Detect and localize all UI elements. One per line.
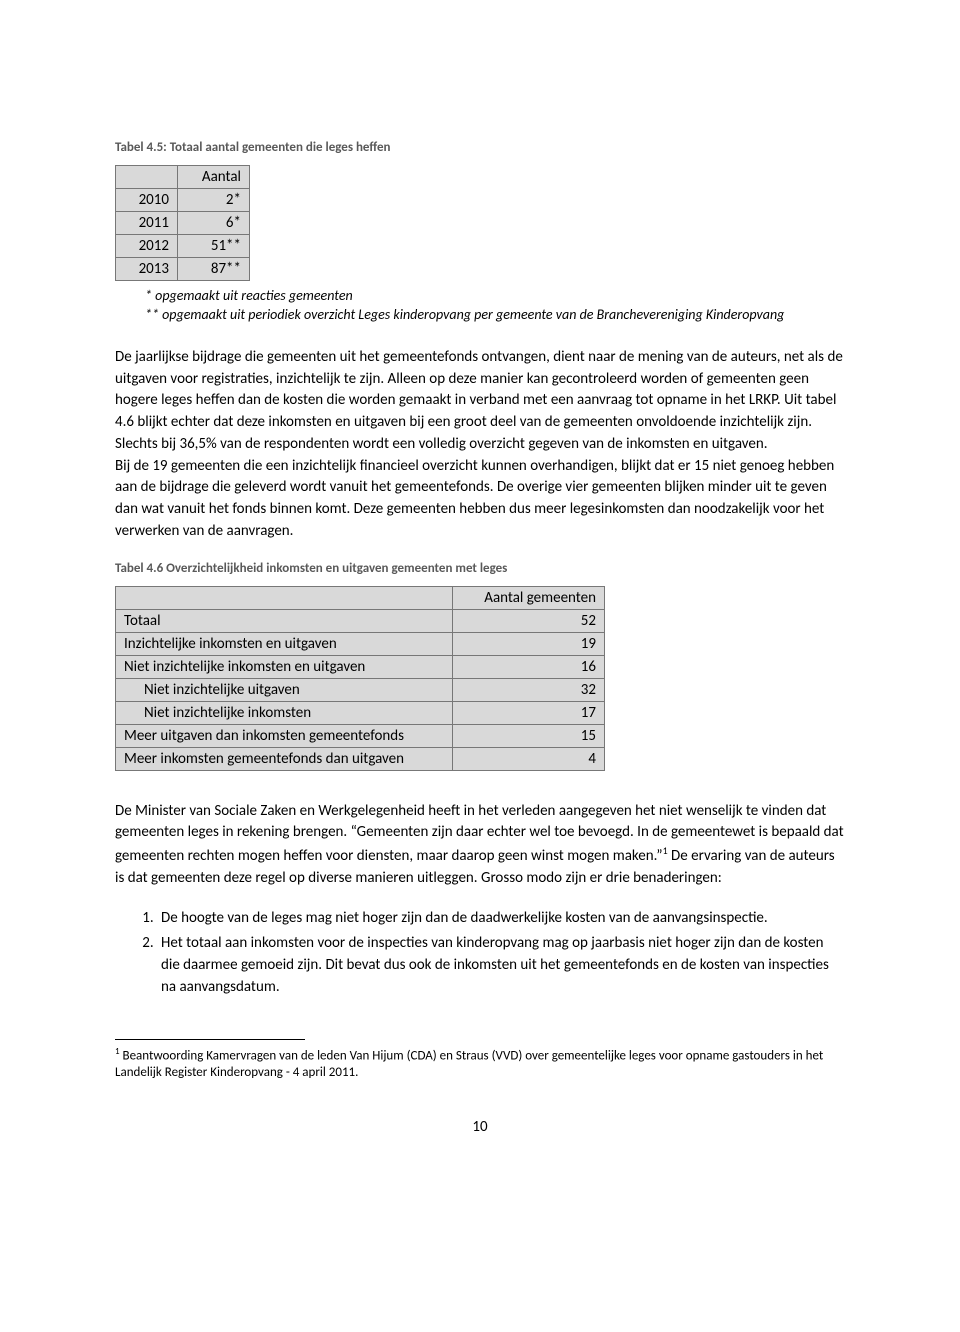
table-row: Meer inkomsten gemeentefonds dan uitgave…	[116, 747, 605, 770]
table-note: * opgemaakt uit reacties gemeenten	[145, 287, 845, 306]
table-row: Aantal	[116, 166, 250, 189]
table-4-6-caption: Tabel 4.6 Overzichtelijkheid inkomsten e…	[115, 561, 845, 576]
table-row: 2012 51**	[116, 235, 250, 258]
document-page: Tabel 4.5: Totaal aantal gemeenten die l…	[0, 0, 960, 1196]
table-row: Niet inzichtelijke inkomsten en uitgaven…	[116, 655, 605, 678]
paragraph: De jaarlijkse bijdrage die gemeenten uit…	[115, 347, 845, 543]
page-number: 10	[115, 1118, 845, 1136]
footnote-divider	[115, 1039, 305, 1040]
list-item: De hoogte van de leges mag niet hoger zi…	[157, 908, 845, 930]
table-4-5-caption: Tabel 4.5: Totaal aantal gemeenten die l…	[115, 140, 845, 155]
list-item: Het totaal aan inkomsten voor de inspect…	[157, 933, 845, 998]
footnote: 1 Beantwoording Kamervragen van de leden…	[115, 1046, 845, 1082]
table-row: 2013 87**	[116, 258, 250, 281]
table-row: Meer uitgaven dan inkomsten gemeentefond…	[116, 724, 605, 747]
table-row: 2011 6*	[116, 212, 250, 235]
table-note: ** opgemaakt uit periodiek overzicht Leg…	[145, 306, 845, 325]
table-row: 2010 2*	[116, 189, 250, 212]
table-4-6: Aantal gemeenten Totaal 52 Inzichtelijke…	[115, 586, 605, 771]
table-header: Aantal	[178, 166, 250, 189]
table-4-5: Aantal 2010 2* 2011 6* 2012 51** 2013 87…	[115, 165, 250, 281]
table-row: Aantal gemeenten	[116, 586, 605, 609]
table-row: Niet inzichtelijke inkomsten 17	[116, 701, 605, 724]
table-row: Inzichtelijke inkomsten en uitgaven 19	[116, 632, 605, 655]
paragraph: De Minister van Sociale Zaken en Werkgel…	[115, 801, 845, 890]
table-row: Totaal 52	[116, 609, 605, 632]
approaches-list: De hoogte van de leges mag niet hoger zi…	[137, 908, 845, 999]
table-4-5-notes: * opgemaakt uit reacties gemeenten ** op…	[145, 287, 845, 325]
table-row: Niet inzichtelijke uitgaven 32	[116, 678, 605, 701]
table-header: Aantal gemeenten	[453, 586, 605, 609]
